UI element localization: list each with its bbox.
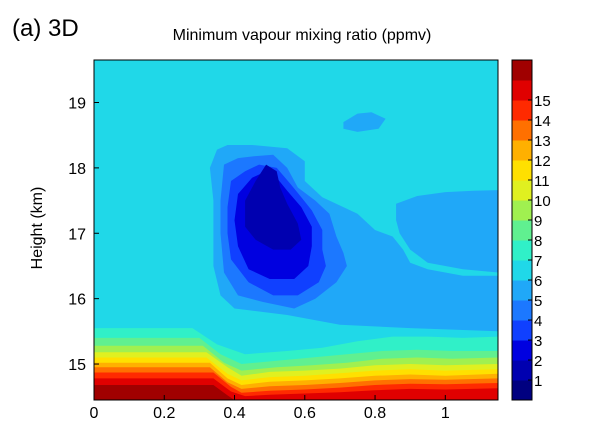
x-axis: 0 0.2 0.4 0.6 0.8 1 xyxy=(90,395,450,422)
x-tick-label: 0.2 xyxy=(153,405,175,422)
colorbar-tick-label: 8 xyxy=(534,233,542,250)
colorbar-segment xyxy=(512,320,532,341)
colorbar-segment xyxy=(512,280,532,301)
colorbar-tick-label: 2 xyxy=(534,353,542,370)
colorbar-tick-label: 15 xyxy=(534,93,551,110)
panel-label: (a) 3D xyxy=(12,15,79,42)
colorbar-segment xyxy=(512,180,532,201)
colorbar-tick-label: 1 xyxy=(534,373,542,390)
plot-area xyxy=(94,60,498,400)
colorbar-tick-label: 3 xyxy=(534,333,542,350)
colorbar-tick-label: 14 xyxy=(534,113,551,130)
colorbar-segment xyxy=(512,260,532,281)
x-tick-label: 0.6 xyxy=(294,405,316,422)
y-tick-label: 15 xyxy=(68,357,86,374)
colorbar-tick-label: 6 xyxy=(534,273,542,290)
colorbar-segment xyxy=(512,100,532,121)
y-tick-label: 16 xyxy=(68,292,86,309)
colorbar-segment xyxy=(512,300,532,321)
y-tick-label: 18 xyxy=(68,161,86,178)
colorbar-tick-label: 12 xyxy=(534,153,551,170)
x-tick-label: 0.8 xyxy=(364,405,386,422)
colorbar-segment xyxy=(512,360,532,381)
colorbar-tick-label: 11 xyxy=(534,173,550,190)
colorbar-segment xyxy=(512,140,532,161)
chart-title: Minimum vapour mixing ratio (ppmv) xyxy=(173,27,432,44)
colorbar-segment xyxy=(512,340,532,361)
y-tick-label: 19 xyxy=(68,96,86,113)
colorbar-segment xyxy=(512,120,532,141)
colorbar-tick-label: 5 xyxy=(534,293,542,310)
colorbar-segment xyxy=(512,200,532,221)
colorbar-tick-label: 7 xyxy=(534,253,542,270)
colorbar-tick-label: 10 xyxy=(534,193,551,210)
x-tick-label: 0 xyxy=(90,405,99,422)
y-axis-label: Height (km) xyxy=(29,187,46,270)
contour-region-level-5 xyxy=(396,190,498,273)
contour-region-level-1 xyxy=(245,164,302,250)
colorbar-segment xyxy=(512,240,532,261)
colorbar-segment xyxy=(512,380,532,401)
colorbar-tick-label: 4 xyxy=(534,313,542,330)
x-tick-label: 0.4 xyxy=(223,405,245,422)
y-axis: 15 16 17 18 19 xyxy=(68,96,99,374)
contour-region-level-16 xyxy=(94,385,235,400)
x-tick-label: 1 xyxy=(441,405,450,422)
colorbar-segment xyxy=(512,60,532,81)
contour-region-level-5 xyxy=(343,112,386,132)
colorbar-segment xyxy=(512,160,532,181)
y-tick-label: 17 xyxy=(68,226,86,243)
colorbar-segment xyxy=(512,80,532,101)
colorbar-tick-label: 9 xyxy=(534,213,542,230)
colorbar-segment xyxy=(512,220,532,241)
colorbar-tick-label: 13 xyxy=(534,133,551,150)
plot-frame xyxy=(93,59,499,401)
colorbar-frame xyxy=(511,59,533,401)
